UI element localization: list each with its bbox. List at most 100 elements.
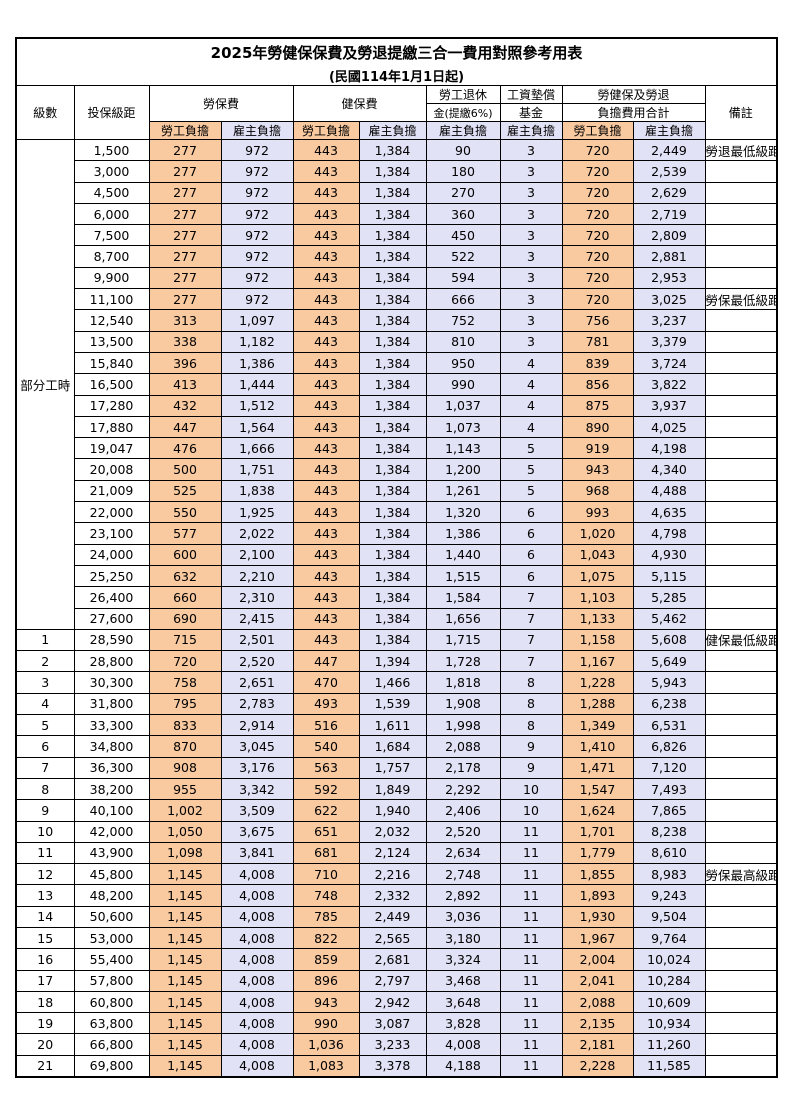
cell: 3,675 [220, 820, 294, 843]
row: 17,880 447 1,564 443 1,384 1,073 4 890 4,025 [16, 415, 778, 439]
cell: 2,178 [425, 756, 501, 779]
sub-header: 勞工負擔 [292, 121, 360, 140]
cell: 90 [425, 138, 501, 162]
cell: 11,100 [73, 288, 150, 311]
cell: 55,400 [73, 948, 150, 971]
cell: 443 [292, 458, 360, 481]
cell: 622 [292, 799, 360, 822]
cell: 26,400 [73, 586, 150, 609]
row: 9 40,100 1,002 3,509 622 1,940 2,406 10 1,624 7,8… [15, 799, 778, 822]
cell: 720 [561, 202, 634, 226]
cell: 443 [292, 330, 360, 353]
cell: 20,008 [73, 458, 150, 481]
cell: 277 [148, 266, 222, 290]
cell: 785 [292, 905, 360, 928]
cell: 943 [292, 990, 360, 1014]
cell: 4 [499, 394, 563, 417]
subtitle: (民國114年1月1日起) [15, 65, 778, 86]
cell: 525 [148, 479, 222, 503]
cell: 9,504 [632, 905, 706, 928]
cell: 4,488 [632, 479, 706, 503]
cell: 968 [561, 479, 634, 503]
cell: 15,840 [73, 351, 150, 375]
cell: 40,100 [73, 799, 150, 822]
cell: 972 [220, 245, 294, 268]
cell: 450 [425, 224, 501, 247]
cell: 63,800 [73, 1012, 150, 1035]
cell: 493 [292, 692, 360, 716]
cell: 25,250 [73, 564, 150, 588]
cell: 180 [425, 160, 501, 183]
cell: 4,008 [220, 948, 294, 971]
cell: 16 [15, 948, 75, 971]
cell: 1,547 [561, 777, 634, 801]
cell: 17,280 [73, 394, 150, 417]
cell: 2,520 [425, 820, 501, 843]
empty-cell [704, 309, 778, 332]
cell: 21 [15, 1054, 75, 1078]
cell: 11 [499, 990, 563, 1014]
cell: 8 [499, 671, 563, 694]
cell: 3,841 [220, 841, 294, 865]
cell: 43,900 [73, 841, 150, 865]
cell: 1,925 [220, 501, 294, 524]
cell: 1,500 [73, 138, 150, 162]
empty-cell [704, 160, 778, 183]
header: 金(提繳6%) [425, 103, 501, 122]
row: 20 66,800 1,145 4,008 1,036 3,233 4,008 11 2,181… [15, 1033, 778, 1056]
cell: 2,310 [220, 586, 294, 609]
cell: 4 [15, 692, 75, 716]
cell: 14 [15, 905, 75, 928]
row: 22,000 550 1,925 443 1,384 1,320 6 993 4,635 [16, 501, 778, 524]
cell: 1,444 [220, 373, 294, 396]
cell: 447 [148, 415, 222, 439]
cell: 1,466 [358, 671, 427, 694]
cell: 2 [15, 650, 75, 673]
cell: 2,088 [561, 990, 634, 1014]
cell: 6 [499, 501, 563, 524]
cell: 1,998 [425, 714, 501, 737]
cell: 1,967 [561, 926, 634, 950]
cell: 1,384 [358, 543, 427, 566]
cell: 955 [148, 777, 222, 801]
cell: 3,237 [632, 309, 706, 332]
cell: 1,624 [561, 799, 634, 822]
cell: 9 [15, 799, 75, 822]
cell: 8,983 [632, 863, 706, 886]
cell: 30,300 [73, 671, 150, 694]
cell: 9,900 [73, 266, 150, 290]
cell: 890 [561, 415, 634, 439]
empty-cell [704, 884, 778, 907]
row: 2 28,800 720 2,520 447 1,394 1,728 7 1,167 5,649 [15, 650, 778, 673]
cell: 681 [292, 841, 360, 865]
header: 健保費 [292, 85, 427, 122]
cell: 856 [561, 373, 634, 396]
cell: 60,800 [73, 990, 150, 1014]
header: 勞健保及勞退 [561, 85, 706, 104]
cell: 10,934 [632, 1012, 706, 1035]
header: 勞工退休 [425, 85, 501, 104]
title: 2025年勞健保保費及勞退提繳三合一費用對照參考用表 [15, 37, 778, 65]
row: 25,250 632 2,210 443 1,384 1,515 6 1,075 5,115 [16, 564, 778, 588]
sub-header: 勞工負擔 [561, 121, 634, 140]
cell: 19,047 [73, 437, 150, 460]
cell: 7 [499, 650, 563, 673]
empty-cell [704, 564, 778, 588]
cell: 277 [148, 224, 222, 247]
cell: 1,386 [425, 522, 501, 545]
cell: 4,008 [220, 990, 294, 1014]
cell: 651 [292, 820, 360, 843]
cell: 1,384 [358, 309, 427, 332]
cell: 277 [148, 138, 222, 162]
cell: 2,681 [358, 948, 427, 971]
cell: 8 [499, 692, 563, 716]
cell: 3,324 [425, 948, 501, 971]
cell: 2,634 [425, 841, 501, 865]
cell: 11 [499, 905, 563, 928]
cell: 2,449 [632, 138, 706, 162]
cell: 660 [148, 586, 222, 609]
cell: 5 [15, 714, 75, 737]
cell: 3 [499, 181, 563, 204]
cell: 1,083 [292, 1054, 360, 1078]
cell: 950 [425, 351, 501, 375]
